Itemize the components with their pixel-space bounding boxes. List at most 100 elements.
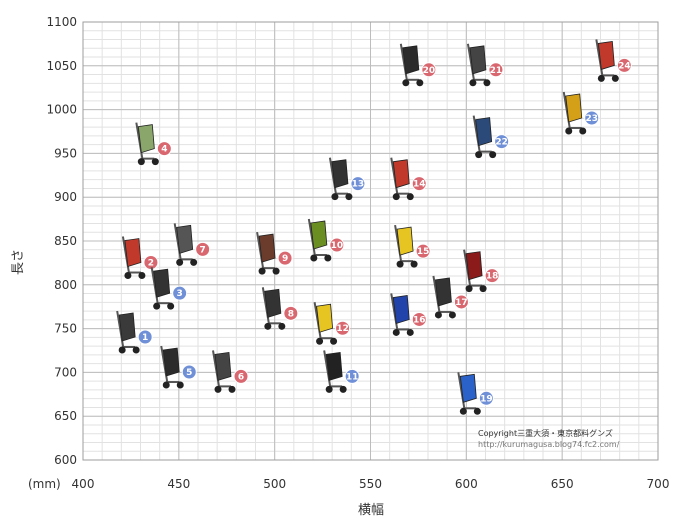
- stroller-seat: [392, 295, 410, 324]
- y-tick-label: 800: [54, 278, 77, 292]
- stroller-wheel: [406, 193, 414, 201]
- data-point: 8: [261, 287, 299, 330]
- watermark-line2: http://kurumagusa.blog74.fc2.com/: [478, 440, 620, 449]
- data-point: 18: [463, 249, 500, 293]
- stroller-wheel: [118, 346, 126, 354]
- data-point: 12: [313, 302, 351, 345]
- stroller-wheel: [330, 337, 338, 345]
- y-tick-label: 650: [54, 409, 77, 423]
- point-badge: [584, 110, 600, 126]
- point-badge: [283, 305, 299, 321]
- stroller-seat: [214, 351, 232, 381]
- point-badge: [233, 368, 249, 384]
- point-badge: [478, 390, 494, 406]
- x-tick-label: 500: [263, 477, 286, 491]
- point-badge: [277, 250, 293, 266]
- point-label: 3: [177, 289, 183, 299]
- stroller-wheel: [176, 258, 184, 266]
- stroller-wheel: [448, 311, 456, 319]
- point-badge: [421, 62, 437, 78]
- x-tick-label: 450: [167, 477, 190, 491]
- stroller-seat: [310, 220, 328, 250]
- point-label: 24: [618, 61, 631, 71]
- stroller-seat: [316, 303, 334, 333]
- stroller-wheel: [264, 322, 272, 330]
- x-unit-label: (mm): [28, 477, 61, 491]
- stroller-wheel: [339, 385, 347, 393]
- stroller-wheel: [483, 79, 491, 87]
- stroller-seat: [459, 373, 477, 403]
- stroller-wheel: [611, 74, 619, 82]
- stroller-wheel: [258, 267, 266, 275]
- y-tick-label: 750: [54, 322, 77, 336]
- point-badge: [143, 255, 159, 271]
- stroller-seat: [118, 312, 136, 342]
- stroller-wheel: [325, 385, 333, 393]
- point-badge: [137, 329, 153, 345]
- point-label: 15: [417, 247, 430, 257]
- point-label: 19: [480, 394, 493, 404]
- point-label: 13: [352, 180, 365, 190]
- data-point: 10: [307, 218, 345, 262]
- stroller-seat: [392, 159, 410, 189]
- y-tick-label: 700: [54, 365, 77, 379]
- point-badge: [329, 237, 345, 253]
- stroller-wheel: [416, 79, 424, 87]
- y-tick-label: 900: [54, 190, 77, 204]
- stroller-seat: [565, 93, 583, 123]
- x-axis-title: 横幅: [358, 503, 384, 518]
- data-point: 2: [121, 236, 159, 280]
- point-label: 7: [200, 245, 206, 255]
- stroller-wheel: [392, 193, 400, 201]
- stroller-seat: [465, 251, 483, 281]
- point-label: 11: [346, 372, 359, 382]
- point-label: 12: [336, 324, 349, 334]
- stroller-seat: [176, 224, 194, 254]
- x-tick-label: 650: [551, 477, 574, 491]
- stroller-wheel: [278, 322, 286, 330]
- point-label: 20: [423, 66, 436, 76]
- stroller-seat: [434, 277, 452, 307]
- point-badge: [172, 285, 188, 301]
- point-label: 4: [161, 145, 167, 155]
- data-point: 6: [212, 350, 249, 393]
- point-badge: [411, 176, 427, 192]
- stroller-wheel: [469, 79, 477, 87]
- stroller-wheel: [324, 254, 332, 262]
- stroller-wheel: [176, 381, 184, 389]
- point-label: 23: [585, 114, 598, 124]
- point-badge: [453, 294, 469, 310]
- point-badge: [616, 57, 632, 73]
- stroller-wheel: [459, 407, 467, 415]
- data-point: 11: [323, 350, 360, 393]
- stroller-seat: [597, 40, 615, 70]
- stroller-wheel: [310, 254, 318, 262]
- stroller-seat: [264, 288, 282, 318]
- stroller-wheel: [228, 385, 236, 393]
- point-badge: [494, 134, 510, 150]
- data-point: 14: [390, 157, 427, 201]
- y-tick-label: 850: [54, 234, 77, 248]
- x-tick-label: 600: [455, 477, 478, 491]
- point-label: 16: [413, 315, 426, 325]
- stroller-seat: [325, 351, 343, 381]
- y-tick-label: 950: [54, 146, 77, 160]
- point-badge: [335, 320, 351, 336]
- stroller-wheel: [190, 258, 198, 266]
- data-point: 20: [399, 43, 437, 87]
- y-tick-label: 1050: [46, 59, 77, 73]
- data-point: 9: [256, 231, 293, 275]
- stroller-seat: [258, 233, 276, 263]
- point-label: 2: [148, 259, 154, 269]
- stroller-seat: [137, 124, 155, 154]
- point-badge: [156, 141, 172, 157]
- point-label: 17: [455, 298, 468, 308]
- point-badge: [484, 268, 500, 284]
- stroller-seat: [475, 117, 493, 147]
- point-label: 8: [288, 309, 294, 319]
- point-badge: [411, 311, 427, 327]
- x-tick-label: 400: [72, 477, 95, 491]
- stroller-wheel: [272, 267, 280, 275]
- stroller-wheel: [579, 127, 587, 135]
